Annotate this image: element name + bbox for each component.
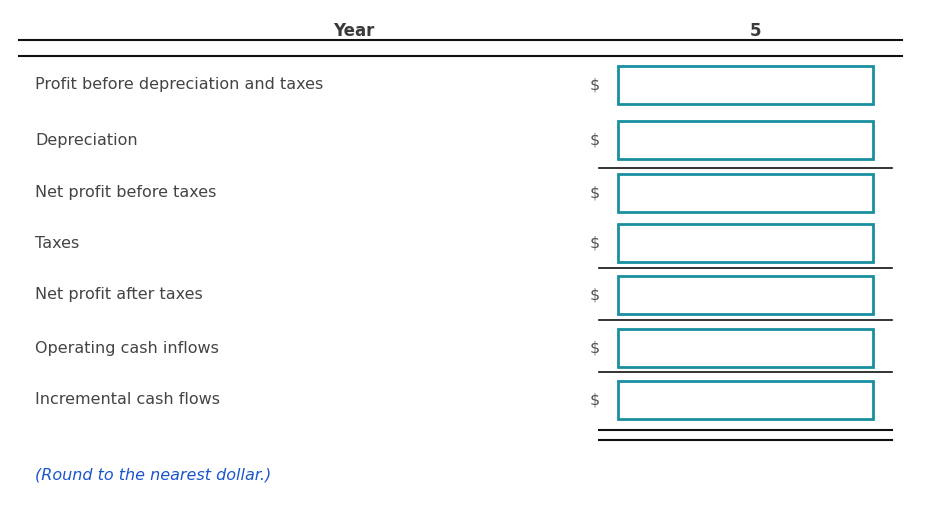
Text: Year: Year bbox=[333, 22, 374, 40]
Text: Net profit before taxes: Net profit before taxes bbox=[35, 185, 217, 200]
FancyBboxPatch shape bbox=[618, 224, 873, 262]
Text: $: $ bbox=[590, 133, 600, 148]
Text: $: $ bbox=[590, 340, 600, 355]
FancyBboxPatch shape bbox=[618, 276, 873, 314]
Text: 5: 5 bbox=[750, 22, 762, 40]
Text: $: $ bbox=[590, 236, 600, 251]
Text: $: $ bbox=[590, 78, 600, 93]
FancyBboxPatch shape bbox=[618, 66, 873, 104]
Text: Depreciation: Depreciation bbox=[35, 133, 138, 148]
Text: (Round to the nearest dollar.): (Round to the nearest dollar.) bbox=[35, 468, 272, 482]
FancyBboxPatch shape bbox=[618, 121, 873, 159]
Text: $: $ bbox=[590, 393, 600, 408]
Text: Taxes: Taxes bbox=[35, 236, 79, 251]
Text: Operating cash inflows: Operating cash inflows bbox=[35, 340, 219, 355]
FancyBboxPatch shape bbox=[618, 329, 873, 367]
Text: Net profit after taxes: Net profit after taxes bbox=[35, 287, 203, 303]
Text: Profit before depreciation and taxes: Profit before depreciation and taxes bbox=[35, 78, 324, 93]
Text: $: $ bbox=[590, 287, 600, 303]
FancyBboxPatch shape bbox=[618, 381, 873, 419]
FancyBboxPatch shape bbox=[618, 174, 873, 212]
Text: Incremental cash flows: Incremental cash flows bbox=[35, 393, 220, 408]
Text: $: $ bbox=[590, 185, 600, 200]
